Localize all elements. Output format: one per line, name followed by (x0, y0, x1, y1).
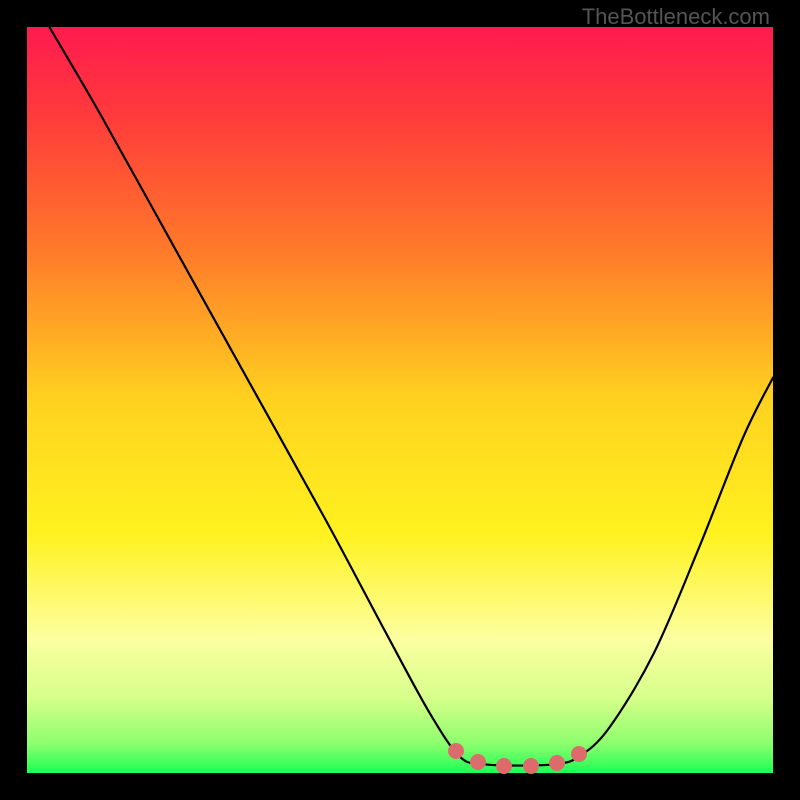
canvas: TheBottleneck.com (0, 0, 800, 800)
optimal-marker (448, 743, 464, 759)
optimal-marker (549, 755, 565, 771)
optimal-marker (571, 746, 587, 762)
watermark-text: TheBottleneck.com (582, 4, 770, 30)
optimal-marker (496, 758, 512, 774)
optimal-marker (470, 754, 486, 770)
curve-path (49, 27, 773, 766)
optimal-marker (523, 758, 539, 774)
bottleneck-curve (27, 27, 773, 773)
plot-area (27, 27, 773, 773)
